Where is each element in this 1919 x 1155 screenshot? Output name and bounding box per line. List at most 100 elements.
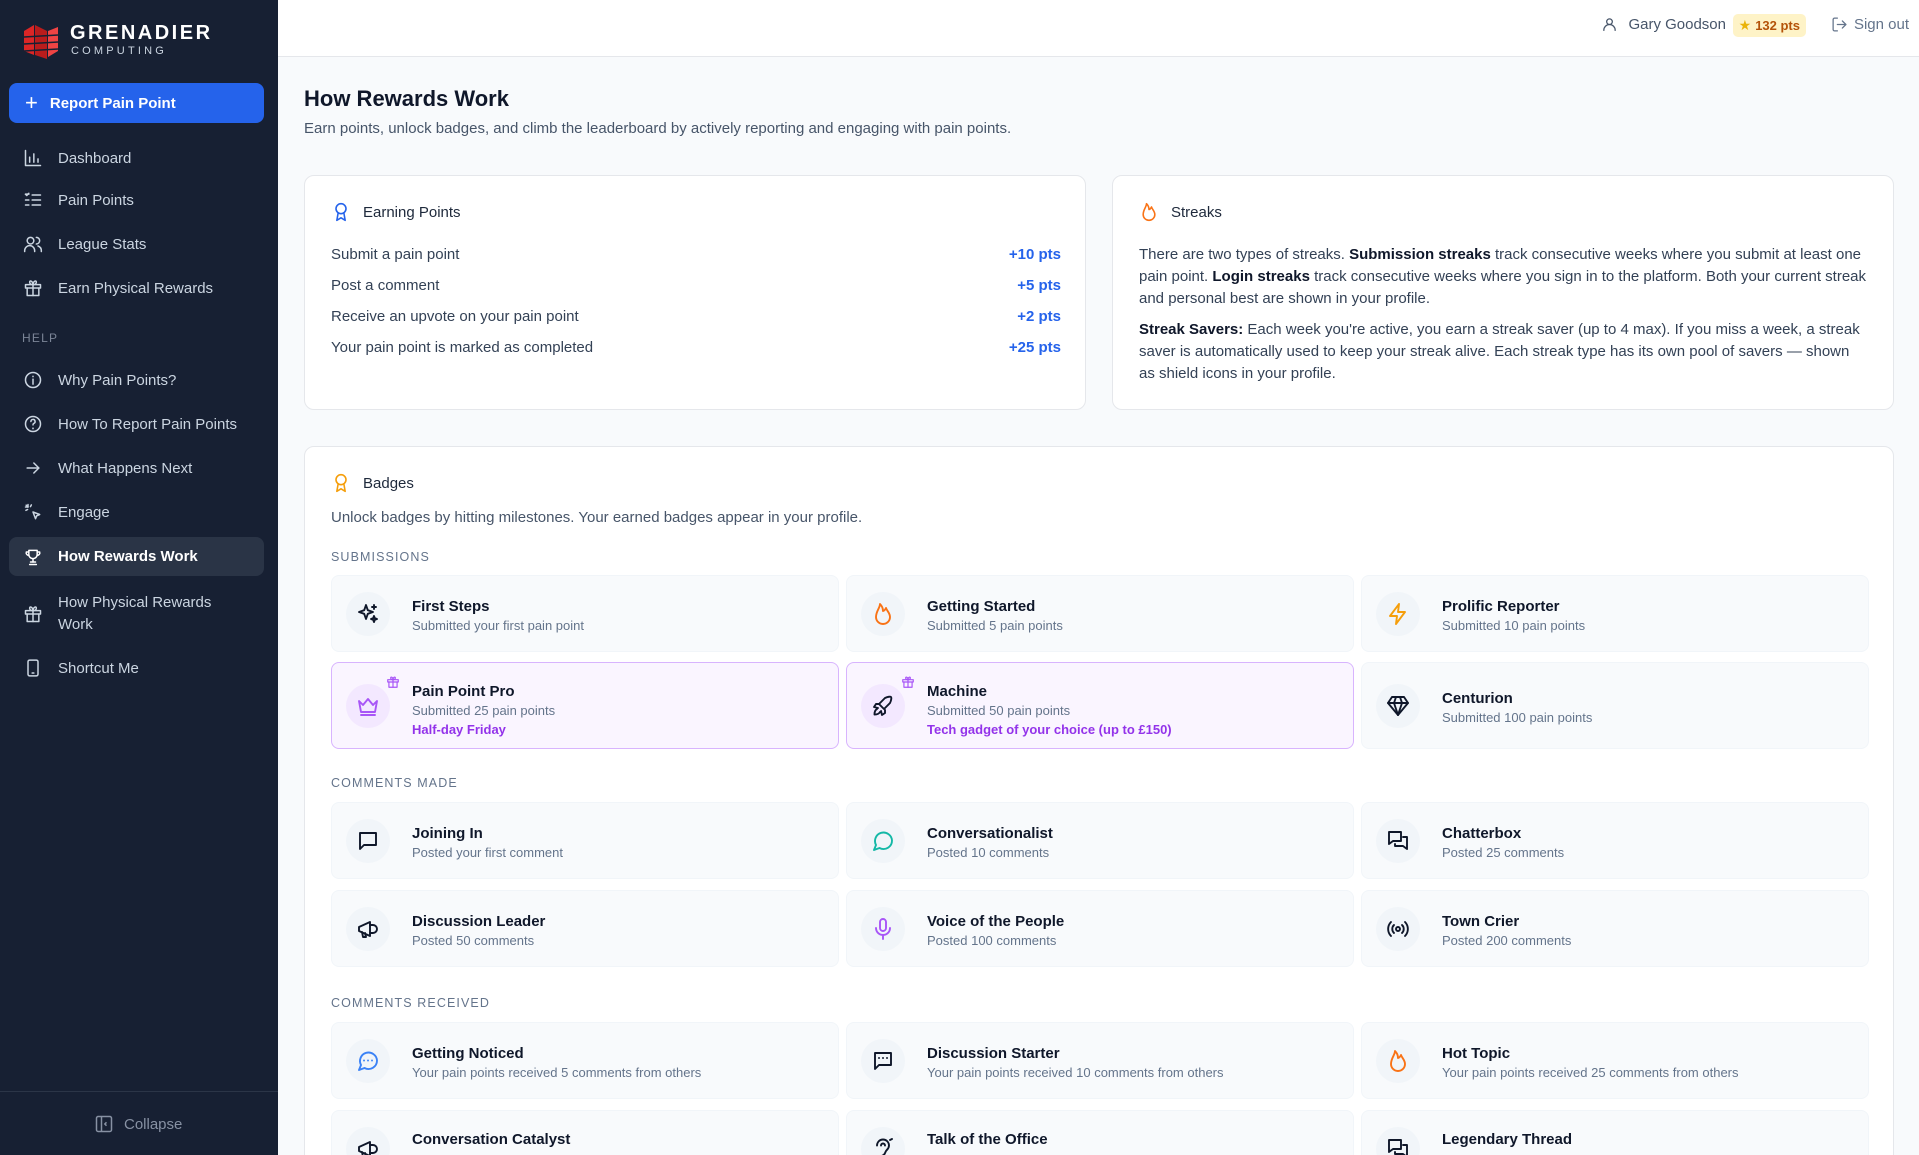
badge-name: Chatterbox	[1442, 825, 1522, 842]
sidebar-item-label: How To Report Pain Points	[58, 415, 237, 433]
logo[interactable]: GRENADIER COMPUTING	[22, 20, 213, 60]
pointer-icon	[22, 501, 44, 523]
sidebar-item-dashboard[interactable]: Dashboard	[9, 140, 264, 176]
badge-conversationalist: Conversationalist Posted 10 comments	[846, 802, 1354, 879]
badge-chatterbox: Chatterbox Posted 25 comments	[1361, 802, 1869, 879]
badge-name: Discussion Starter	[927, 1045, 1060, 1062]
diamond-icon	[1376, 684, 1420, 728]
badge-desc: Posted 25 comments	[1442, 845, 1565, 860]
badge-name: Joining In	[412, 825, 483, 842]
badge-name: Talk of the Office	[927, 1131, 1048, 1148]
badge-prolific-reporter: Prolific Reporter Submitted 10 pain poin…	[1361, 575, 1869, 652]
badge-name: Conversationalist	[927, 825, 1053, 842]
sparkles-icon	[346, 592, 390, 636]
sidebar-item-label: Shortcut Me	[58, 659, 139, 677]
badge-desc: Posted 100 comments	[927, 933, 1057, 948]
earn-row-label: Your pain point is marked as completed	[331, 339, 594, 356]
sidebar-item-pain-points[interactable]: Pain Points	[9, 182, 264, 218]
badge-name: Getting Noticed	[412, 1045, 524, 1062]
phone-icon	[22, 657, 44, 679]
sidebar-item-earn-physical-rewards[interactable]: Earn Physical Rewards	[9, 270, 264, 306]
list-icon	[22, 189, 44, 211]
badge-town-crier: Town Crier Posted 200 comments	[1361, 890, 1869, 967]
streaks-paragraph-2: Streak Savers: Each week you're active, …	[1139, 319, 1869, 385]
group-label-comments-made: COMMENTS MADE	[331, 776, 458, 790]
gift-icon	[901, 675, 915, 689]
sidebar-item-label: Dashboard	[58, 149, 132, 167]
badge-name: Prolific Reporter	[1442, 598, 1560, 615]
badge-name: Getting Started	[927, 598, 1036, 615]
text-bold: Submission streaks	[1349, 246, 1491, 263]
sidebar-item-label: Engage	[58, 503, 110, 521]
crown-icon	[346, 684, 390, 728]
report-pain-point-label: Report Pain Point	[49, 94, 176, 112]
badge-desc: Your pain points received 25 comments fr…	[1442, 1065, 1739, 1080]
message-square-icon	[346, 819, 390, 863]
badge-desc: Your pain points received 10 comments fr…	[927, 1065, 1224, 1080]
badge-desc: Posted your first comment	[412, 845, 563, 860]
badge-name: Centurion	[1442, 690, 1513, 707]
badge-name: Pain Point Pro	[412, 683, 515, 700]
text: There are two types of streaks.	[1139, 246, 1350, 263]
sidebar-item-league-stats[interactable]: League Stats	[9, 226, 264, 262]
award-icon	[335, 202, 347, 222]
flame-icon	[1142, 202, 1156, 222]
sign-out-button[interactable]: Sign out	[1831, 16, 1909, 33]
badge-discussion-leader: Discussion Leader Posted 50 comments	[331, 890, 839, 967]
streaks-card: Streaks There are two types of streaks. …	[1112, 175, 1894, 410]
badge-desc: Submitted 50 pain points	[927, 703, 1071, 718]
badge-getting-noticed: Getting Noticed Your pain points receive…	[331, 1022, 839, 1099]
text-bold: Login streaks	[1212, 268, 1310, 285]
sidebar-item-label: How Physical Rewards Work	[58, 594, 212, 633]
sidebar-item-how-rewards-work[interactable]: How Rewards Work	[9, 537, 264, 576]
group-label-submissions: SUBMISSIONS	[331, 550, 430, 564]
megaphone-icon	[346, 907, 390, 951]
badge-talk-of-the-office: Talk of the Office	[846, 1110, 1354, 1155]
badge-hot-topic: Hot Topic Your pain points received 25 c…	[1361, 1022, 1869, 1099]
megaphone-icon	[346, 1127, 390, 1155]
report-pain-point-button[interactable]: + Report Pain Point	[9, 83, 264, 123]
bar-chart-icon	[22, 147, 44, 169]
message-lines-icon	[861, 1039, 905, 1083]
badge-desc: Posted 10 comments	[927, 845, 1050, 860]
sidebar-item-label: Earn Physical Rewards	[58, 279, 214, 297]
flame-icon	[861, 592, 905, 636]
sidebar-item-shortcut-me[interactable]: Shortcut Me	[9, 650, 264, 686]
sidebar-item-how-to-report[interactable]: How To Report Pain Points	[9, 406, 264, 442]
help-section-label: HELP	[22, 331, 59, 345]
sidebar-item-why-pain-points[interactable]: Why Pain Points?	[9, 362, 264, 398]
badge-legendary-thread: Legendary Thread	[1361, 1110, 1869, 1155]
arrow-right-icon	[22, 457, 44, 479]
sidebar-item-engage[interactable]: Engage	[9, 494, 264, 530]
points-badge: ★ 132 pts	[1732, 14, 1806, 37]
sidebar-item-label: League Stats	[58, 235, 147, 253]
badge-desc: Submitted 100 pain points	[1442, 710, 1593, 725]
badge-reward: Tech gadget of your choice (up to £150)	[927, 722, 1172, 737]
earn-row: Submit a pain point +10 pts	[331, 246, 1061, 263]
sidebar-divider	[0, 1091, 278, 1092]
points-value: 132 pts	[1755, 18, 1800, 33]
earn-row: Post a comment +5 pts	[331, 277, 1061, 294]
group-label-comments-received: COMMENTS RECEIVED	[331, 996, 490, 1010]
badges-subtitle: Unlock badges by hitting milestones. You…	[331, 509, 863, 526]
user-menu[interactable]: Gary Goodson	[1601, 16, 1726, 33]
collapse-button[interactable]: Collapse	[94, 1114, 182, 1134]
badge-discussion-starter: Discussion Starter Your pain points rece…	[846, 1022, 1354, 1099]
sign-out-icon	[1832, 17, 1847, 32]
badge-pain-point-pro: Pain Point Pro Submitted 25 pain points …	[331, 662, 839, 749]
microphone-icon	[861, 907, 905, 951]
sidebar-item-what-happens-next[interactable]: What Happens Next	[9, 450, 264, 486]
logo-tagline: COMPUTING	[71, 45, 168, 57]
sidebar-item-how-physical-rewards-work[interactable]: How Physical Rewards Work	[9, 588, 264, 640]
badge-desc: Your pain points received 5 comments fro…	[412, 1065, 702, 1080]
sidebar-item-label: Why Pain Points?	[58, 371, 177, 389]
badge-name: Legendary Thread	[1442, 1131, 1573, 1148]
help-circle-icon	[22, 413, 44, 435]
badge-joining-in: Joining In Posted your first comment	[331, 802, 839, 879]
ear-icon	[861, 1127, 905, 1155]
user-name: Gary Goodson	[1628, 16, 1726, 33]
earn-row: Your pain point is marked as completed +…	[331, 339, 1061, 356]
streaks-title: Streaks	[1171, 203, 1222, 221]
radio-icon	[1376, 907, 1420, 951]
badge-voice-of-the-people: Voice of the People Posted 100 comments	[846, 890, 1354, 967]
